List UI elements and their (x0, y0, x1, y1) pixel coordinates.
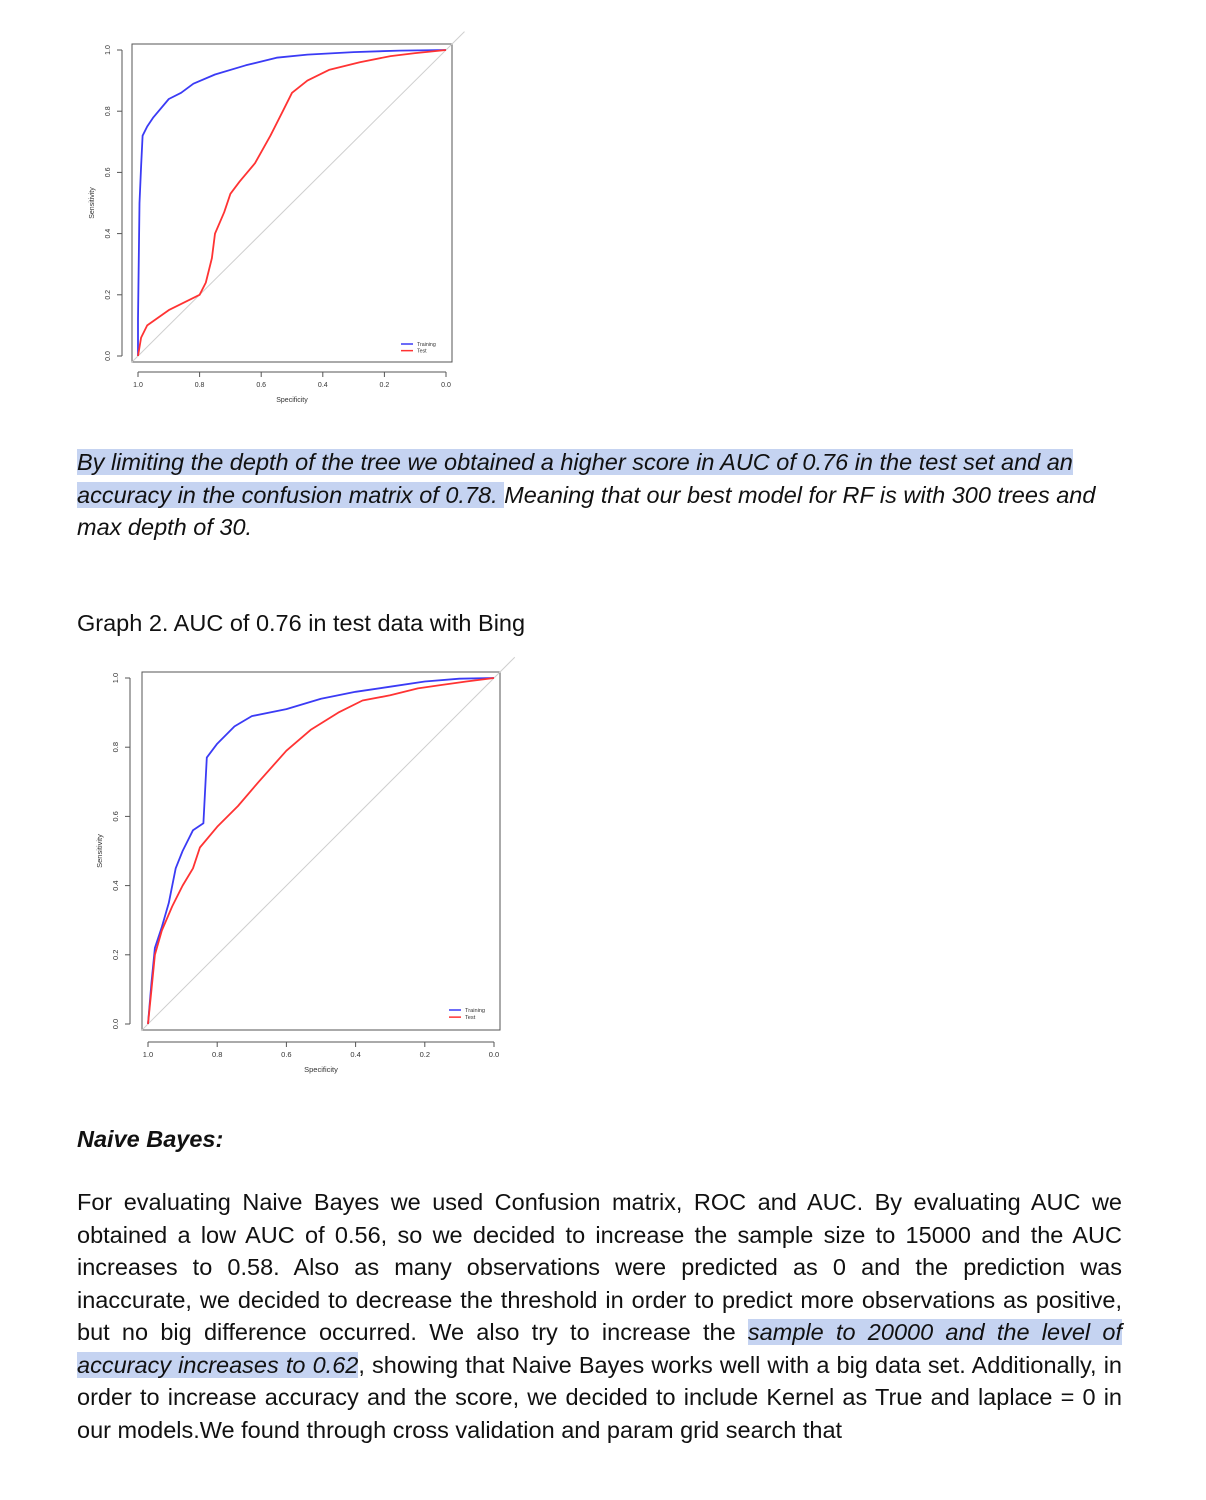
chart2-y-tick-label: 0.8 (111, 742, 120, 752)
chart1-legend-label-training: Training (417, 342, 436, 348)
chart1-x-tick-label: 0.2 (380, 382, 390, 389)
chart2-x-tick-label: 0.4 (350, 1050, 360, 1059)
chart2-series-test-line (147, 677, 495, 1025)
roc-chart-1-svg: 0.0 0.2 0.4 0.6 0.8 1.0 Sensitivity 1.0 0.8 0.6 0.… (89, 31, 465, 404)
chart1-x-tick-label: 0.4 (318, 382, 328, 389)
nb-text-part2: , showing that Naive Bayes works well wi… (77, 1351, 1122, 1443)
chart1-y-tick-label: 1.0 (105, 45, 112, 55)
chart1-series-test-line (137, 49, 447, 357)
chart1-y-tick-label: 0.0 (105, 351, 112, 361)
chart2-y-tick-label: 1.0 (111, 673, 120, 683)
chart2-y-tick-label: 0.0 (111, 1019, 120, 1029)
chart2-plot-frame (141, 671, 501, 1031)
nb-text-part1: For evaluating Naive Bayes we used Confu… (77, 1189, 1122, 1345)
roc-chart-2: 0.0 0.2 0.4 0.6 0.8 1.0 Sensitivity 1.0 0.8 0.6 0.… (78, 656, 538, 1081)
naive-bayes-paragraph: For evaluating Naive Bayes we used Confu… (77, 1186, 1123, 1446)
chart2-y-axis-label: Sensitivity (95, 834, 104, 868)
graph-caption: Graph 2. AUC of 0.76 in test data with B… (77, 610, 526, 636)
chart2-y-tick-label: 0.6 (111, 811, 120, 821)
section-heading-naive-bayes: Naive Bayes: (77, 1126, 224, 1152)
chart2-legend-label-test: Test (465, 1015, 476, 1021)
chart1-y-tick-label: 0.6 (105, 167, 112, 177)
chart1-plot-frame (131, 43, 453, 363)
chart2-x-tick-label: 0.0 (489, 1050, 499, 1059)
chart2-legend-label-training: Training (465, 1008, 485, 1014)
chart1-reference-diagonal (131, 31, 465, 363)
rf-rest-text: Meaning that our best model for RF is wi… (77, 481, 1096, 541)
roc-chart-2-svg: 0.0 0.2 0.4 0.6 0.8 1.0 Sensitivity 1.0 0.8 0.6 0.… (95, 656, 516, 1074)
chart2-x-axis-label: Specificity (304, 1065, 338, 1074)
chart2-reference-diagonal (140, 656, 516, 1032)
chart1-series-training-line (137, 49, 447, 356)
chart1-y-tick-label: 0.2 (105, 290, 112, 300)
chart2-series-training-line (147, 677, 495, 1025)
chart2-x-tick-label: 0.6 (281, 1050, 291, 1059)
chart2-x-tick-label: 0.8 (212, 1050, 222, 1059)
chart1-x-axis-label: Specificity (276, 397, 308, 404)
chart1-x-tick-label: 0.8 (195, 382, 205, 389)
chart2-y-tick-label: 0.2 (111, 950, 120, 960)
chart1-y-axis-label: Sensitivity (89, 187, 96, 219)
chart1-x-tick-label: 0.6 (256, 382, 266, 389)
chart2-x-tick-label: 0.2 (420, 1050, 430, 1059)
chart2-x-tick-label: 1.0 (143, 1050, 153, 1059)
chart1-y-tick-label: 0.4 (105, 229, 112, 239)
roc-chart-1: 0.0 0.2 0.4 0.6 0.8 1.0 Sensitivity 1.0 0.8 0.6 0.… (78, 30, 498, 410)
chart1-x-tick-label: 1.0 (133, 382, 143, 389)
chart1-y-tick-label: 0.8 (105, 106, 112, 116)
rf-conclusion-paragraph: By limiting the depth of the tree we obt… (77, 446, 1122, 544)
chart2-y-tick-label: 0.4 (111, 880, 120, 890)
chart1-legend-label-test: Test (417, 349, 427, 355)
chart1-x-tick-label: 0.0 (441, 382, 451, 389)
